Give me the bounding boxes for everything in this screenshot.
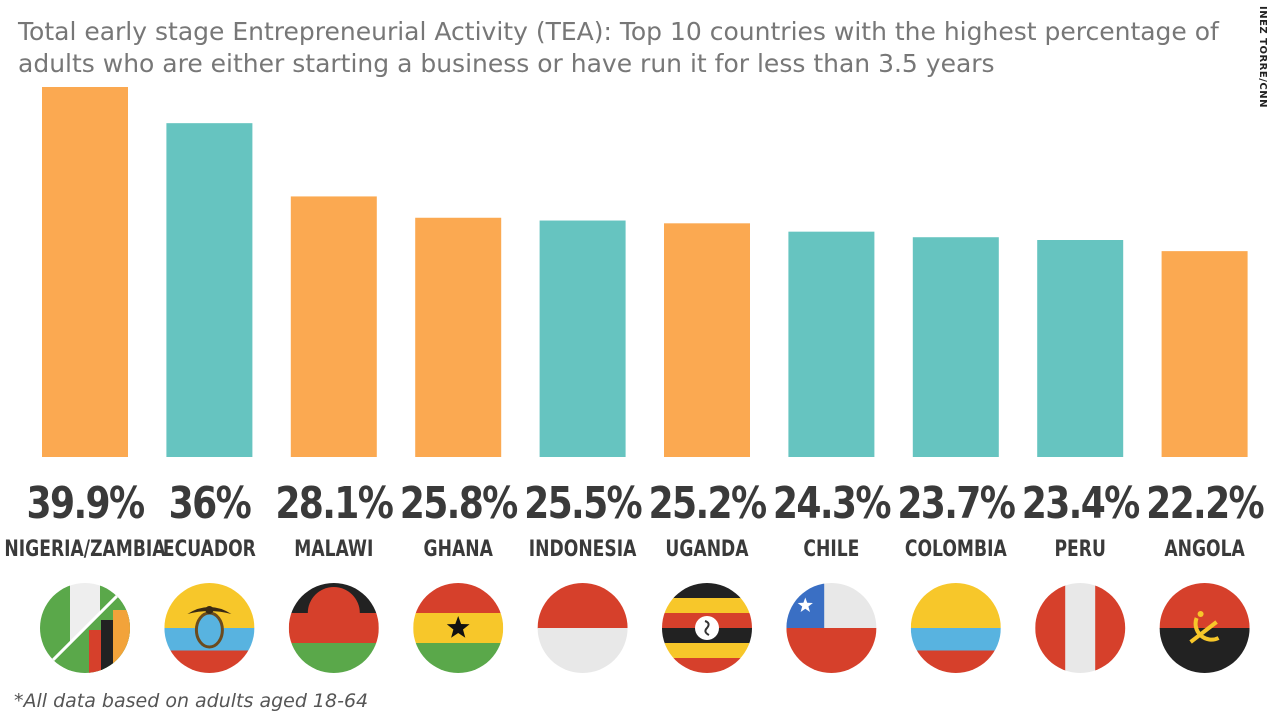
colombia-flag-icon	[910, 583, 1001, 673]
bar-malawi	[290, 196, 377, 457]
bar-chile	[788, 231, 875, 457]
value-label: 39.9%	[27, 479, 145, 529]
value-label: 22.2%	[1146, 479, 1264, 529]
bar-indonesia	[539, 220, 626, 457]
value-label: 23.7%	[897, 479, 1015, 529]
ecuador-flag-icon	[164, 583, 255, 673]
angola-flag-icon	[1159, 583, 1250, 673]
value-label: 28.1%	[275, 479, 393, 529]
value-label: 25.5%	[524, 479, 642, 529]
chile-flag-icon	[786, 583, 877, 673]
value-label: 25.8%	[400, 479, 518, 529]
bar-uganda	[664, 223, 750, 457]
chart-title: Total early stage Entrepreneurial Activi…	[18, 17, 1219, 78]
bar-nigeria-zambia	[42, 87, 128, 457]
category-label: PERU	[1054, 536, 1105, 562]
category-label: COLOMBIA	[905, 536, 1008, 562]
category-label: GHANA	[424, 536, 494, 562]
peru-flag-icon	[1035, 583, 1126, 673]
category-label: NIGERIA/ZAMBIA	[4, 536, 166, 562]
bar-angola	[1161, 251, 1248, 457]
bar-ghana	[415, 217, 502, 457]
malawi-flag-icon	[288, 583, 379, 673]
indonesia-flag-icon	[537, 583, 628, 673]
category-label: CHILE	[803, 536, 859, 562]
footnote: *All data based on adults aged 18-64	[14, 690, 369, 712]
category-label: MALAWI	[294, 536, 373, 562]
category-label: INDONESIA	[529, 536, 637, 562]
nigeria-zambia-flag-icon	[40, 583, 130, 673]
uganda-flag-icon	[662, 583, 752, 673]
value-label: 23.4%	[1022, 479, 1140, 529]
category-label: UGANDA	[665, 536, 749, 562]
bar-peru	[1037, 240, 1124, 457]
category-label: ECUADOR	[163, 536, 256, 562]
value-label: 24.3%	[773, 479, 891, 529]
value-label: 36%	[169, 479, 252, 529]
ghana-flag-icon	[413, 583, 504, 673]
bar-colombia	[912, 237, 999, 457]
bar-ecuador	[166, 123, 253, 458]
value-label: 25.2%	[649, 479, 767, 529]
category-label: ANGOLA	[1164, 536, 1245, 562]
